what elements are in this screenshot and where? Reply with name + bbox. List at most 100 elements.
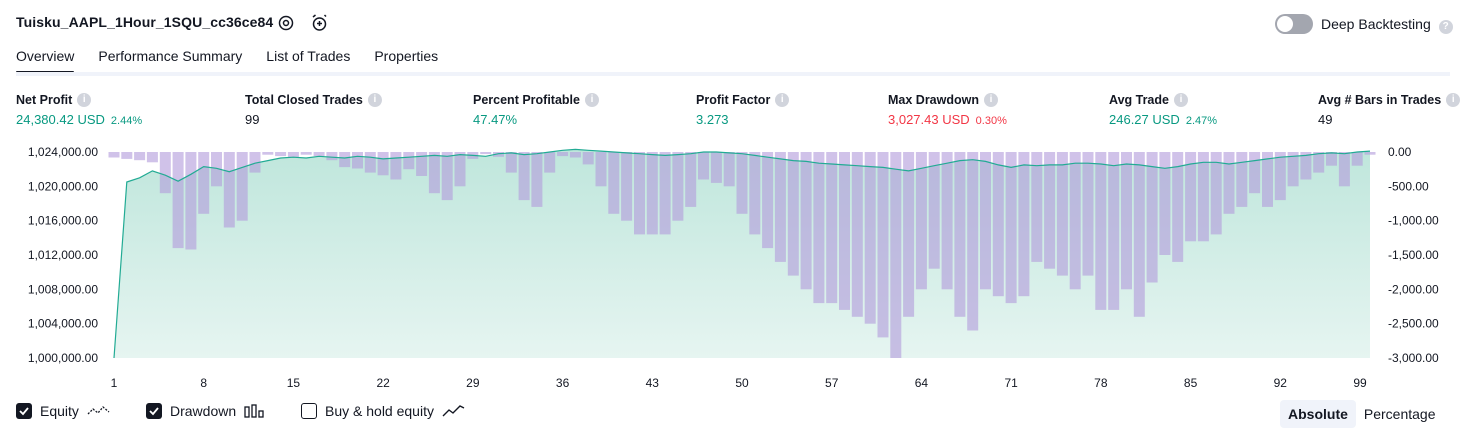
legend-label: Drawdown	[170, 403, 237, 419]
left-axis-tick: 1,024,000.00	[28, 145, 98, 159]
right-axis-tick: -1,000.00	[1388, 214, 1439, 228]
drawdown-bar	[211, 152, 222, 187]
drawdown-bar	[774, 152, 786, 262]
drawdown-bar	[198, 152, 210, 214]
tab-performance-summary[interactable]: Performance Summary	[98, 48, 243, 64]
drawdown-bar	[416, 152, 428, 176]
absolute-mode-button[interactable]: Absolute	[1280, 400, 1356, 428]
stat-value: 49	[1318, 112, 1460, 127]
x-axis-tick: 1	[111, 376, 118, 390]
stat-label-text: Percent Profitable	[473, 93, 580, 107]
drawdown-bar	[1121, 152, 1132, 290]
drawdown-bar	[480, 152, 492, 155]
checkbox[interactable]	[16, 403, 32, 419]
drawdown-bar	[1018, 152, 1030, 297]
stat-label: Total Closed Trades i	[245, 93, 382, 107]
drawdown-bar	[1197, 152, 1209, 242]
equity-line	[113, 148, 1371, 359]
drawdown-bar	[839, 152, 850, 310]
drawdown-bar	[659, 152, 671, 235]
checkbox[interactable]	[301, 403, 317, 419]
info-icon[interactable]: i	[367, 93, 382, 107]
add-alert-clock-icon[interactable]	[309, 12, 331, 34]
left-axis-tick: 1,008,000.00	[28, 282, 98, 296]
drawdown-bar	[339, 152, 351, 168]
tab-list-of-trades[interactable]: List of Trades	[266, 48, 351, 64]
drawdown-bar	[1236, 152, 1248, 207]
info-icon[interactable]: i	[775, 93, 790, 107]
drawdown-bar	[903, 152, 915, 317]
stat-max-drawdown: Max Drawdown i 3,027.43 USD 0.30%	[888, 93, 1007, 127]
drawdown-bar	[1210, 152, 1222, 235]
stat-profit-factor: Profit Factor i 3.273	[696, 93, 790, 127]
drawdown-bar	[313, 152, 325, 157]
stat-label-text: Avg # Bars in Trades	[1318, 93, 1442, 107]
drawdown-bar	[300, 152, 312, 155]
drawdown-bar	[1082, 152, 1094, 276]
info-icon[interactable]: i	[1446, 93, 1461, 107]
x-axis-tick: 36	[556, 376, 570, 390]
drawdown-bar	[1159, 152, 1171, 255]
drawdown-bar	[1223, 152, 1235, 214]
drawdown-bar	[505, 152, 517, 173]
x-axis-tick: 22	[376, 376, 390, 390]
x-axis-tick: 8	[200, 376, 207, 390]
deep-backtesting-label: Deep Backtesting ?	[1321, 16, 1453, 34]
legend-buy-hold-equity-toggle[interactable]: Buy & hold equity	[301, 403, 466, 419]
x-axis-tick: 29	[466, 376, 480, 390]
drawdown-bar	[595, 152, 607, 187]
x-axis-tick: 85	[1184, 376, 1198, 390]
stat-percent: 0.30%	[975, 115, 1007, 127]
info-icon[interactable]: i	[984, 93, 998, 107]
legend-equity-toggle[interactable]: Equity	[16, 403, 111, 419]
legend-label: Equity	[40, 403, 79, 419]
left-axis-tick: 1,004,000.00	[28, 317, 98, 331]
stat-value-text: 49	[1318, 112, 1333, 127]
drawdown-bar	[800, 152, 812, 290]
drawdown-bar	[1249, 152, 1261, 194]
help-icon[interactable]: ?	[1438, 20, 1453, 34]
equity-line-icon	[87, 403, 111, 419]
tab-properties[interactable]: Properties	[374, 48, 439, 64]
drawdown-bar	[134, 152, 146, 161]
drawdown-bar	[146, 152, 158, 163]
drawdown-bar	[518, 152, 530, 201]
stat-value: 24,380.42 USD 2.44%	[16, 112, 142, 127]
equity-drawdown-chart: 1,024,000.00 1,020,000.00 1,016,000.00 1,01…	[28, 145, 1439, 390]
info-icon[interactable]: i	[1173, 93, 1188, 107]
x-axis-tick: 50	[735, 376, 749, 390]
drawdown-bar	[672, 152, 684, 221]
deep-backtesting-toggle[interactable]	[1275, 14, 1313, 34]
right-axis-tick: -3,000.00	[1388, 351, 1439, 365]
info-icon[interactable]: i	[77, 93, 92, 107]
drawdown-bar	[531, 152, 543, 207]
left-axis-tick: 1,016,000.00	[28, 214, 98, 228]
x-axis-tick: 64	[915, 376, 929, 390]
tab-overview[interactable]: Overview	[16, 48, 75, 74]
left-axis-tick: 1,020,000.00	[28, 179, 98, 193]
drawdown-bar	[1146, 152, 1158, 283]
checkbox[interactable]	[146, 403, 162, 419]
left-axis-tick: 1,012,000.00	[28, 248, 98, 262]
stat-value: 99	[245, 112, 382, 127]
drawdown-bar	[1185, 152, 1197, 242]
info-icon[interactable]: i	[584, 93, 599, 107]
drawdown-bar	[1262, 152, 1273, 207]
drawdown-bar	[634, 152, 645, 235]
legend-drawdown-toggle[interactable]: Drawdown	[146, 403, 264, 419]
right-axis-tick: -2,500.00	[1388, 317, 1439, 331]
drawdown-bar	[813, 152, 825, 304]
stat-value-text: 3,027.43 USD	[888, 112, 970, 127]
checkmark-icon	[19, 407, 29, 416]
stat-value-text: 99	[245, 112, 260, 127]
settings-gear-icon[interactable]	[275, 12, 297, 34]
drawdown-bar	[915, 152, 927, 290]
drawdown-bar	[954, 152, 966, 317]
x-axis-tick: 43	[646, 376, 660, 390]
drawdown-bar	[1172, 152, 1184, 262]
drawdown-bar	[262, 152, 274, 155]
percentage-mode-button[interactable]: Percentage	[1363, 406, 1436, 422]
drawdown-bar	[1133, 152, 1145, 317]
drawdown-bar	[185, 152, 197, 250]
drawdown-bar	[890, 152, 902, 358]
